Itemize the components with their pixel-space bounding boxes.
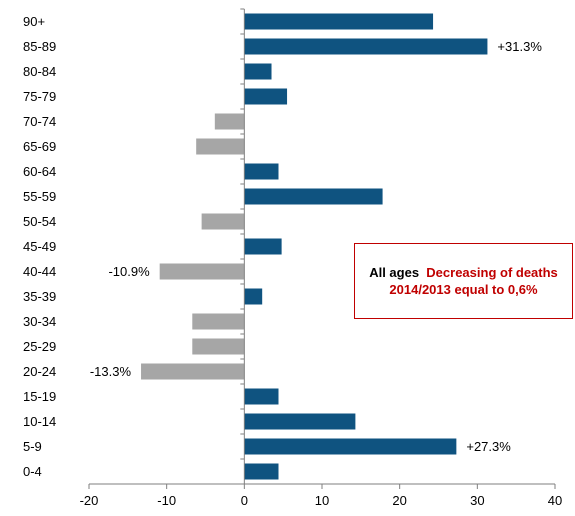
bar-5-9 [244, 438, 457, 455]
annotation-text: Decreasing of deaths 2014/2013 equal to … [389, 265, 558, 297]
x-tick-label-0: 0 [241, 493, 248, 508]
x-tick-label--20: -20 [80, 493, 99, 508]
axes-group [88, 8, 556, 489]
bar-50-54 [201, 213, 245, 230]
category-label-80-84: 80-84 [23, 64, 56, 79]
bar-35-39 [244, 288, 263, 305]
bar-75-79 [244, 88, 288, 105]
annotation-box: All ages Decreasing of deaths 2014/2013 … [354, 243, 573, 319]
bar-65-69 [196, 138, 245, 155]
category-label-45-49: 45-49 [23, 239, 56, 254]
annotation-lead: All ages [369, 265, 420, 280]
x-tick-label-40: 40 [548, 493, 562, 508]
category-label-5-9: 5-9 [23, 439, 42, 454]
category-label-35-39: 35-39 [23, 289, 56, 304]
bar-85-89 [244, 38, 488, 55]
x-tick-label-10: 10 [315, 493, 329, 508]
category-label-90+: 90+ [23, 14, 45, 29]
category-label-25-29: 25-29 [23, 339, 56, 354]
bar-25-29 [192, 338, 245, 355]
category-label-85-89: 85-89 [23, 39, 56, 54]
bar-80-84 [244, 63, 272, 80]
category-label-75-79: 75-79 [23, 89, 56, 104]
data-label-85-89: +31.3% [497, 39, 542, 54]
category-label-15-19: 15-19 [23, 389, 56, 404]
bar-20-24 [141, 363, 245, 380]
bar-90+ [244, 13, 434, 30]
category-label-55-59: 55-59 [23, 189, 56, 204]
category-label-65-69: 65-69 [23, 139, 56, 154]
category-label-70-74: 70-74 [23, 114, 56, 129]
bars-group [141, 13, 488, 480]
bar-45-49 [244, 238, 282, 255]
x-tick-label-20: 20 [392, 493, 406, 508]
category-label-20-24: 20-24 [23, 364, 56, 379]
category-label-10-14: 10-14 [23, 414, 56, 429]
category-label-60-64: 60-64 [23, 164, 56, 179]
bar-40-44 [159, 263, 245, 280]
category-label-0-4: 0-4 [23, 464, 42, 479]
bar-55-59 [244, 188, 383, 205]
data-label-20-24: -13.3% [90, 364, 132, 379]
category-label-50-54: 50-54 [23, 214, 56, 229]
bar-30-34 [192, 313, 245, 330]
data-label-5-9: +27.3% [466, 439, 511, 454]
bar-0-4 [244, 463, 279, 480]
bar-60-64 [244, 163, 279, 180]
bar-10-14 [244, 413, 356, 430]
bar-15-19 [244, 388, 279, 405]
category-label-40-44: 40-44 [23, 264, 56, 279]
bar-70-74 [214, 113, 245, 130]
x-tick-label--10: -10 [157, 493, 176, 508]
data-label-40-44: -10.9% [108, 264, 150, 279]
labels-group: 90+ 85-89 80-84 75-79 70-74 65-69 60-64 55-59 50… [23, 14, 562, 508]
x-tick-label-30: 30 [470, 493, 484, 508]
category-label-30-34: 30-34 [23, 314, 56, 329]
